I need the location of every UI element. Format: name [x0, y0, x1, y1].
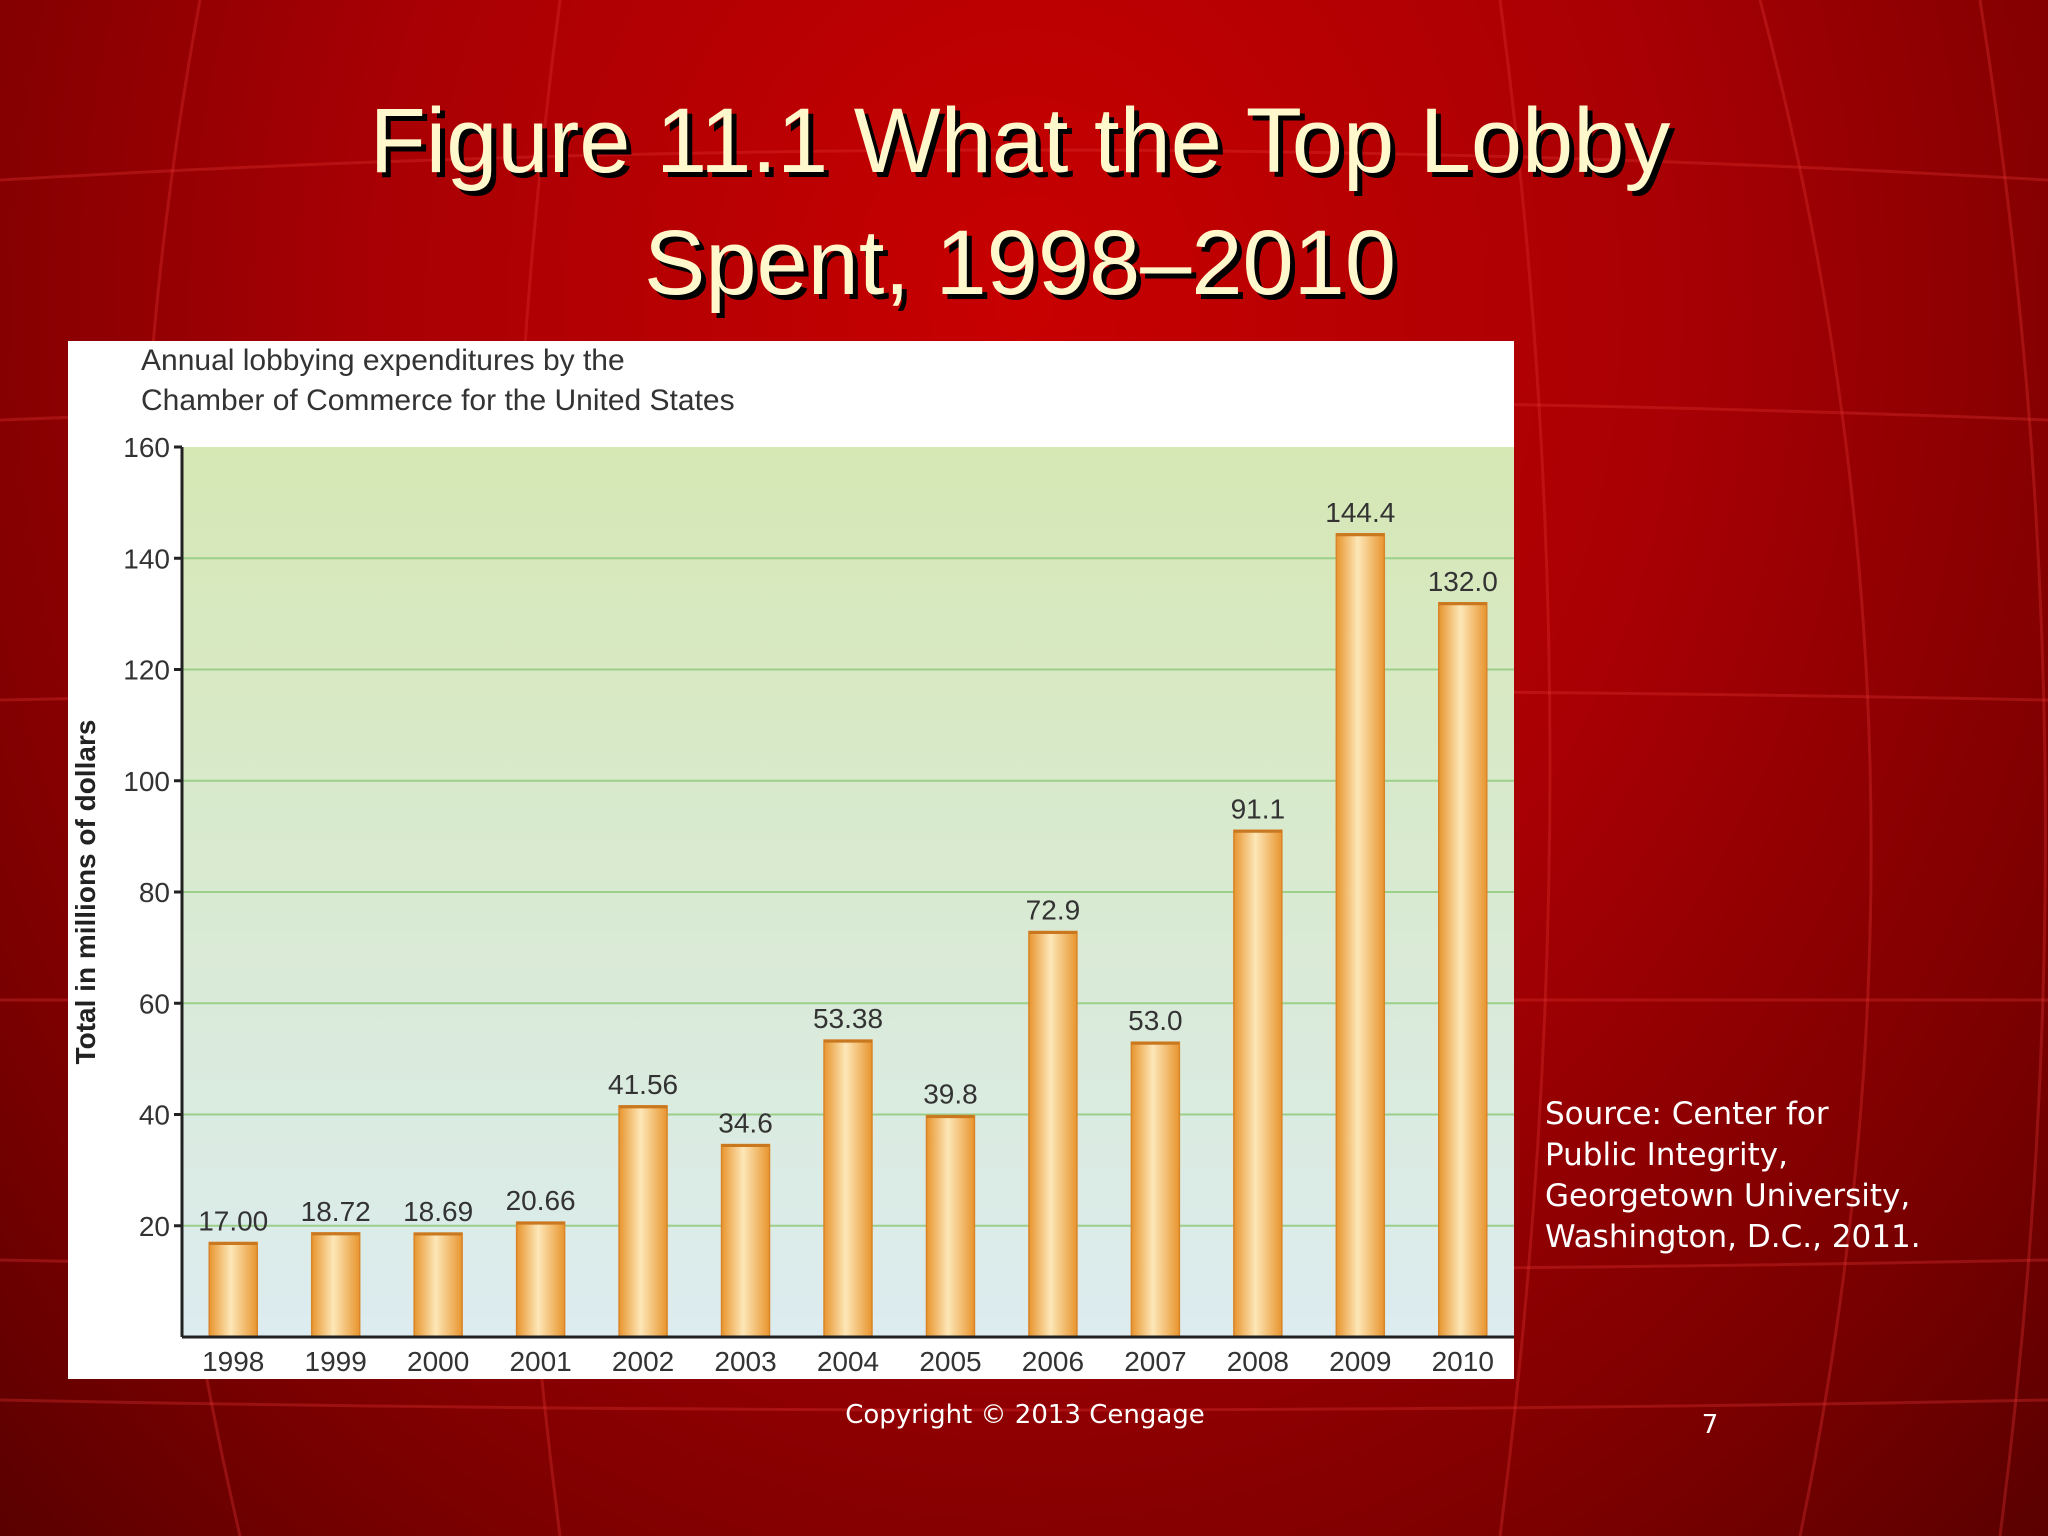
x-tick-label: 2008 [1227, 1346, 1289, 1377]
x-tick-label: 2002 [612, 1346, 674, 1377]
chart-panel: Annual lobbying expenditures by the Cham… [68, 341, 1514, 1379]
slide-title-line1: Figure 11.1 What the Top Lobby [369, 90, 1671, 192]
data-label: 18.69 [403, 1196, 473, 1227]
x-tick-label: 2007 [1124, 1346, 1186, 1377]
x-tick-label: 2003 [714, 1346, 776, 1377]
bar [618, 1105, 668, 1338]
x-tick-label: 2006 [1022, 1346, 1084, 1377]
x-tick-label: 2000 [407, 1346, 469, 1377]
bar [1028, 930, 1078, 1338]
data-label: 72.9 [1026, 894, 1081, 925]
data-label: 18.72 [301, 1196, 371, 1227]
bar [1130, 1041, 1181, 1338]
y-tick-label: 40 [139, 1100, 170, 1131]
x-tick-label: 2004 [817, 1346, 879, 1377]
y-tick-label: 100 [123, 766, 170, 797]
chart-subtitle: Annual lobbying expenditures by the Cham… [141, 341, 1041, 421]
x-tick-label: 2005 [919, 1346, 981, 1377]
data-label: 91.1 [1231, 793, 1286, 824]
bar [823, 1039, 873, 1338]
chart-subtitle-line1: Annual lobbying expenditures by the [141, 344, 625, 377]
bar-chart: 20 40 60 80 100 120 140 160 17.00 1998 18.72 1999 18… [70, 432, 1514, 1377]
y-tick-label: 20 [139, 1211, 170, 1242]
source-note: Source: Center for Public Integrity, Geo… [1545, 1096, 1921, 1255]
page-number: 7 [1701, 1410, 1719, 1440]
bar [925, 1114, 976, 1338]
x-tick-label: 2001 [509, 1346, 571, 1377]
data-label: 39.8 [923, 1079, 978, 1110]
bar [1438, 602, 1488, 1338]
copyright-footer: Copyright © 2013 Cengage [845, 1400, 1205, 1430]
bar [310, 1232, 361, 1338]
slide-title: Figure 11.1 What the Top Lobby Spent, 19… [150, 80, 1890, 324]
data-label: 53.38 [813, 1003, 883, 1034]
y-tick-label: 160 [123, 432, 170, 463]
data-label: 17.00 [198, 1205, 268, 1236]
x-tick-label: 1999 [305, 1346, 367, 1377]
bar [413, 1232, 463, 1338]
x-tick-label: 2009 [1329, 1346, 1391, 1377]
chart-subtitle-line2: Chamber of Commerce for the United State… [141, 384, 735, 417]
bar [720, 1143, 771, 1338]
bar [515, 1221, 566, 1338]
y-tick-label: 80 [139, 877, 170, 908]
data-label: 53.0 [1128, 1005, 1183, 1036]
bar [208, 1241, 258, 1338]
x-tick-label: 2010 [1432, 1346, 1494, 1377]
y-tick-label: 60 [139, 988, 170, 1019]
data-label: 144.4 [1325, 497, 1395, 528]
y-tick-label: 140 [123, 543, 170, 574]
y-tick-label: 120 [123, 655, 170, 686]
bar [1335, 533, 1386, 1338]
data-label: 34.6 [718, 1108, 773, 1139]
x-tick-label: 1998 [202, 1346, 264, 1377]
data-label: 20.66 [506, 1185, 576, 1216]
y-axis-label: Total in millions of dollars [70, 720, 101, 1065]
slide-title-line2: Spent, 1998–2010 [643, 212, 1397, 314]
data-label: 132.0 [1428, 566, 1498, 597]
data-label: 41.56 [608, 1069, 678, 1100]
bar [1233, 829, 1283, 1338]
